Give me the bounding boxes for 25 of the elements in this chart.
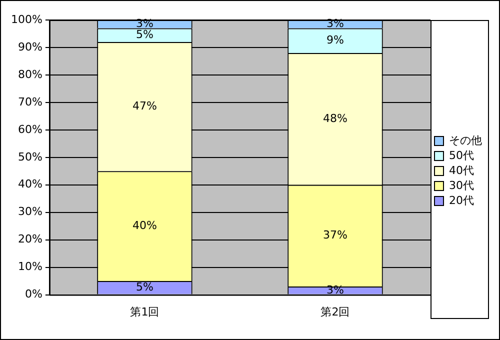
y-tick-label: 80% [18,68,42,81]
y-tick-label: 10% [18,260,42,274]
legend-label: 30代 [449,178,474,192]
data-label: 47% [132,99,157,112]
x-tick-label: 第1回 [130,305,160,318]
y-tick-label: 70% [18,95,42,108]
legend-label: 20代 [449,194,474,207]
data-label: 40% [132,218,157,232]
data-label: 9% [326,33,344,46]
y-tick-label: 40% [18,178,42,191]
data-label: 37% [323,228,348,242]
y-tick-label: 90% [18,40,42,54]
y-tick-label: 20% [18,232,42,246]
data-label: 5% [136,280,154,294]
y-tick-label: 100% [10,12,42,26]
y-tick-label: 50% [18,150,42,164]
legend-label: その他 [449,134,482,147]
legend-label: 40代 [449,164,474,177]
x-tick-label: 第2回 [320,305,350,318]
data-label: 48% [323,112,348,125]
legend-label: 50代 [449,148,474,162]
y-tick-label: 0% [24,288,42,301]
data-label: 5% [136,28,154,41]
y-tick-label: 60% [18,122,42,136]
y-tick-label: 30% [18,205,42,218]
